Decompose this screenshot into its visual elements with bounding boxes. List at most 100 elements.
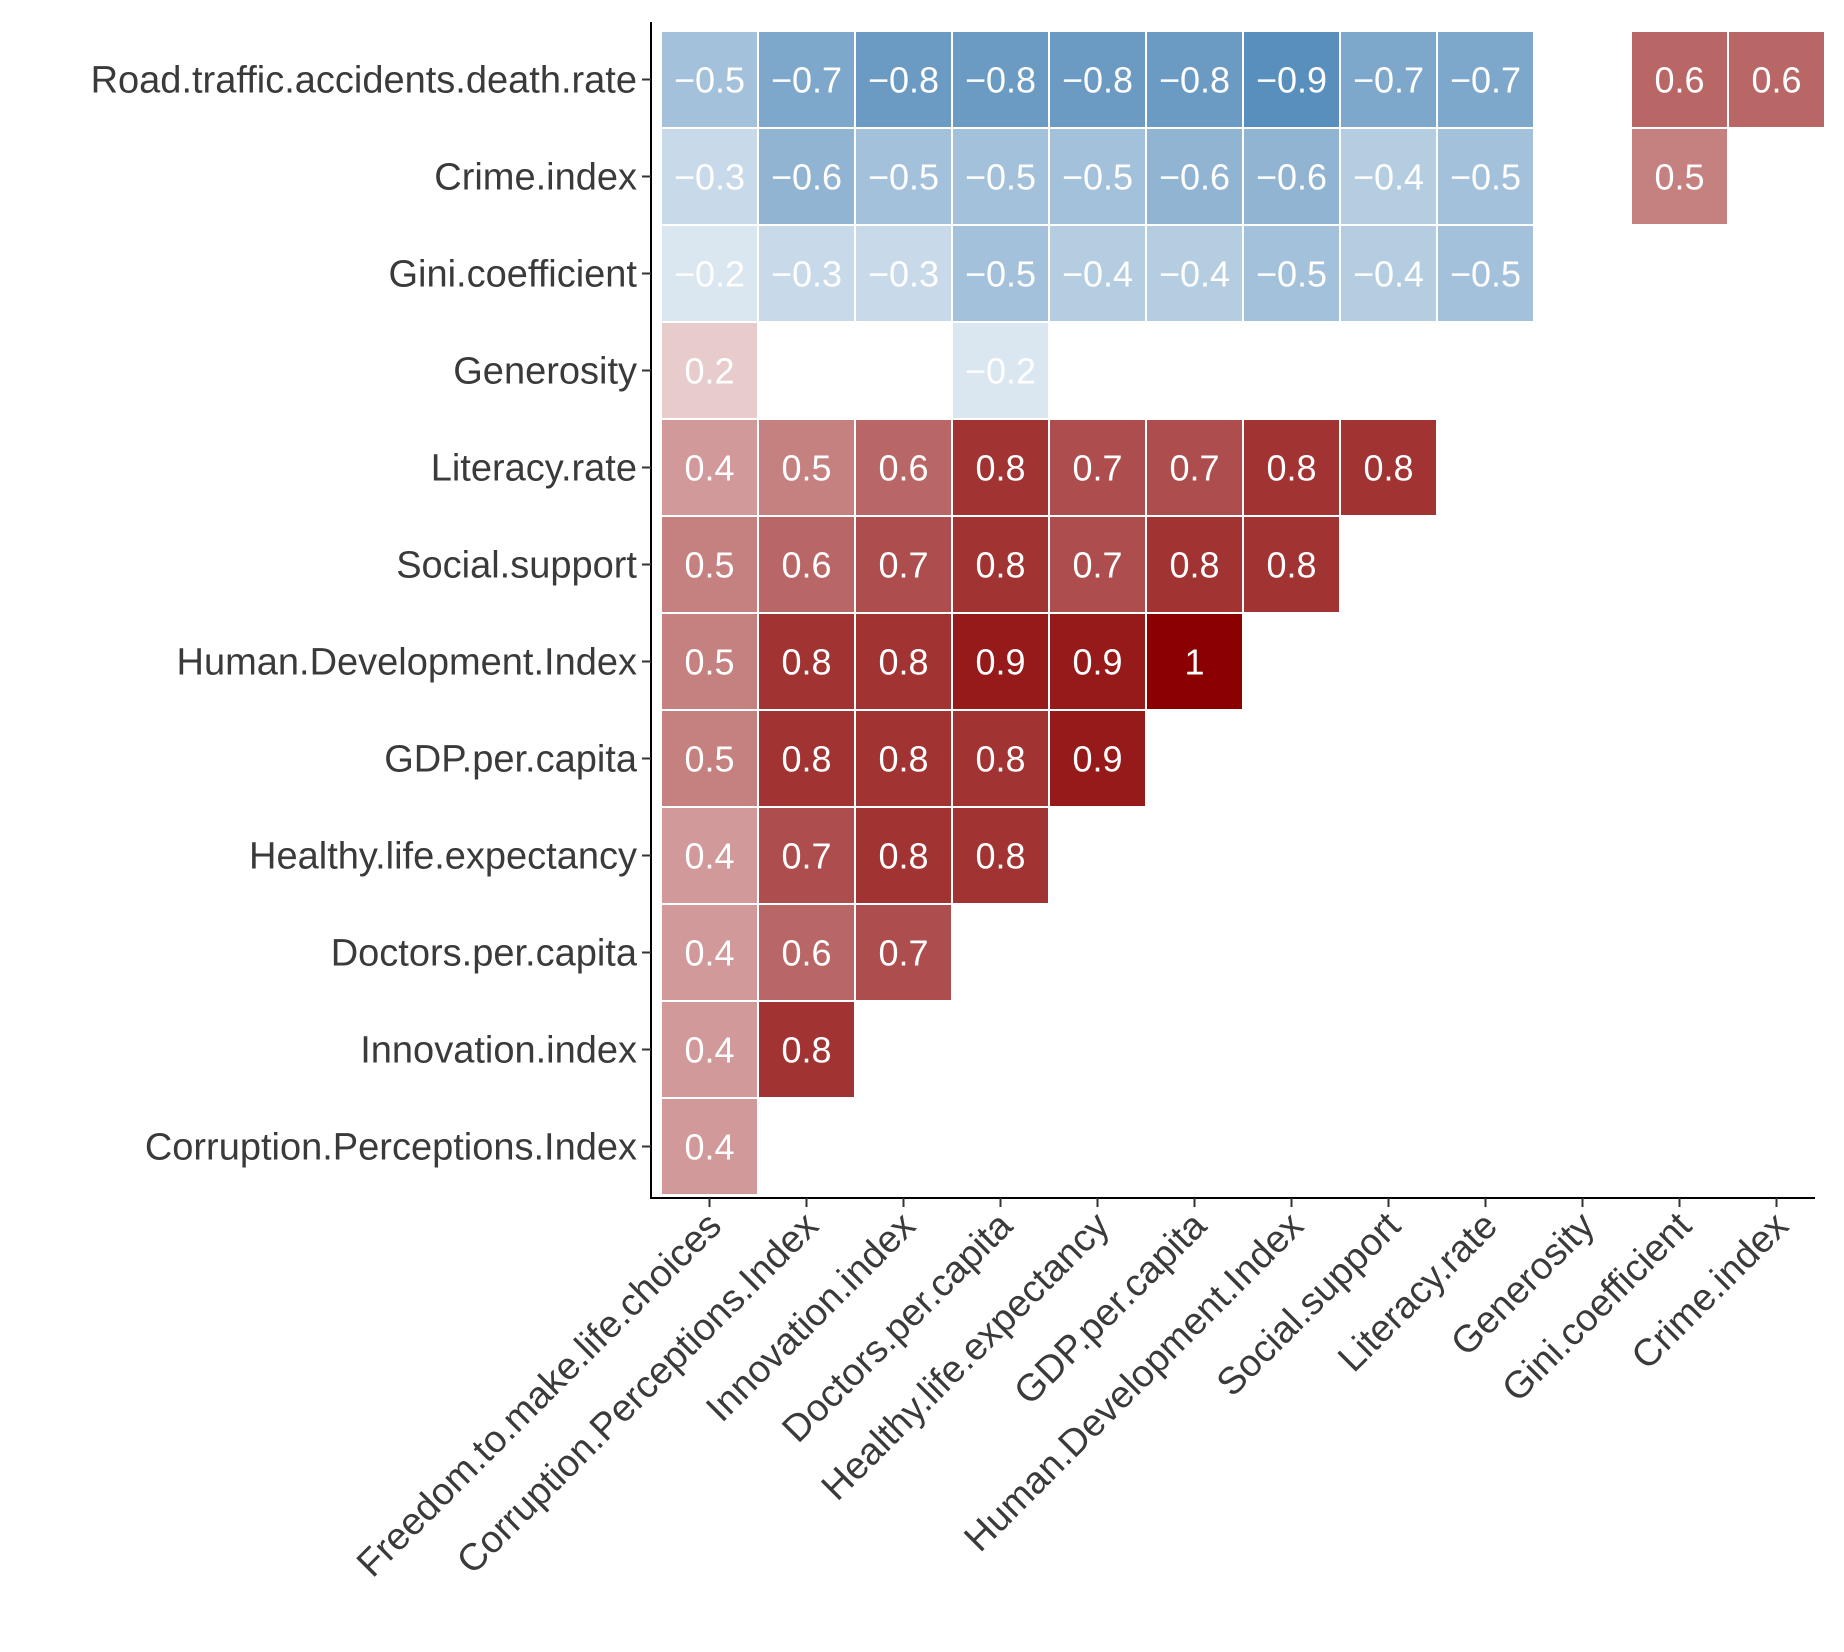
cell-value-label: 0.6 — [781, 545, 831, 586]
heatmap-cell — [757, 612, 856, 711]
heatmap-cell — [660, 806, 759, 905]
cell-value-label: 0.8 — [781, 739, 831, 780]
cell-value-label: 0.4 — [684, 933, 734, 974]
cell-value-label: 0.8 — [1266, 448, 1316, 489]
heatmap-cell — [1436, 224, 1535, 323]
cell-value-label: −0.3 — [771, 254, 842, 295]
heatmap-cell — [757, 903, 856, 1002]
heatmap-cell — [854, 806, 953, 905]
cell-value-label: −0.5 — [965, 157, 1036, 198]
cell-value-label: −0.2 — [674, 254, 745, 295]
cell-value-label: 0.2 — [684, 351, 734, 392]
heatmap-cell — [1145, 30, 1244, 129]
heatmap-cell — [660, 30, 759, 129]
heatmap-cell — [1048, 709, 1147, 808]
heatmap-cell — [660, 1000, 759, 1099]
cell-value-label: 0.8 — [781, 1030, 831, 1071]
axes-layer — [650, 22, 1815, 1199]
y-tick-label: Healthy.life.expectancy — [249, 836, 637, 878]
heatmap-cell — [660, 127, 759, 226]
cell-value-label: −0.3 — [868, 254, 939, 295]
cell-value-label: 0.6 — [781, 933, 831, 974]
cell-value-label: 0.5 — [684, 545, 734, 586]
cell-value-label: −0.6 — [1159, 157, 1230, 198]
heatmap-cell — [951, 612, 1050, 711]
heatmap-cell — [1339, 30, 1438, 129]
cell-value-label: 0.5 — [1654, 157, 1704, 198]
heatmap-cell — [1145, 515, 1244, 614]
heatmap-cell — [757, 30, 856, 129]
cell-value-label: 0.8 — [975, 448, 1025, 489]
heatmap-cell — [1339, 224, 1438, 323]
cell-value-label: 0.8 — [975, 545, 1025, 586]
heatmap-cell — [854, 612, 953, 711]
cell-value-label: −0.8 — [1159, 60, 1230, 101]
heatmap-cell — [854, 515, 953, 614]
cell-value-label: 0.5 — [781, 448, 831, 489]
y-tick-label: Road.traffic.accidents.death.rate — [91, 60, 637, 102]
heatmap-cell — [1145, 224, 1244, 323]
cells-layer — [660, 30, 1826, 1196]
cell-value-label: −0.7 — [1450, 60, 1521, 101]
cell-value-label: 0.7 — [1072, 545, 1122, 586]
cell-value-label: −0.7 — [1353, 60, 1424, 101]
heatmap-cell — [757, 515, 856, 614]
x-tick-label: Freedom.to.make.life.choices — [349, 1205, 730, 1586]
heatmap-cell — [854, 709, 953, 808]
heatmap-cell — [1630, 127, 1729, 226]
cell-value-label: −0.5 — [1062, 157, 1133, 198]
cell-value-label: 0.7 — [1072, 448, 1122, 489]
heatmap-cell — [951, 806, 1050, 905]
x-tick-label: Corruption.Perceptions.Index — [449, 1205, 827, 1583]
cell-value-label: 0.8 — [878, 642, 928, 683]
heatmap-cell — [1242, 224, 1341, 323]
cell-value-label: −0.8 — [1062, 60, 1133, 101]
y-tick-label: GDP.per.capita — [384, 739, 638, 781]
cell-value-label: 0.7 — [878, 545, 928, 586]
heatmap-cell — [660, 709, 759, 808]
cell-value-label: −0.4 — [1159, 254, 1230, 295]
y-ticks-layer: Road.traffic.accidents.death.rate Crime.i… — [91, 60, 651, 1169]
x-ticks-layer: Freedom.to.make.life.choicesCorruption.P… — [349, 1198, 1797, 1585]
y-tick-label: Crime.index — [434, 157, 637, 199]
heatmap-cell — [951, 418, 1050, 517]
cell-value-label: 0.8 — [878, 739, 928, 780]
heatmap-cell — [1242, 127, 1341, 226]
cell-value-label: 0.6 — [1654, 60, 1704, 101]
cell-value-label: 0.4 — [684, 1127, 734, 1168]
y-tick-label: Corruption.Perceptions.Index — [145, 1127, 637, 1169]
cell-value-label: 0.7 — [878, 933, 928, 974]
heatmap-cell — [757, 224, 856, 323]
cell-value-label: 0.8 — [1169, 545, 1219, 586]
cell-value-label: 0.5 — [684, 642, 734, 683]
cell-value-label: −0.3 — [674, 157, 745, 198]
cell-value-label: 0.8 — [1363, 448, 1413, 489]
cell-value-label: 0.5 — [684, 739, 734, 780]
cell-value-label: 0.8 — [878, 836, 928, 877]
cell-value-label: 0.4 — [684, 836, 734, 877]
cell-value-label: −0.6 — [1256, 157, 1327, 198]
heatmap-cell — [1727, 30, 1826, 129]
heatmap-cell — [660, 321, 759, 420]
cell-value-label: −0.8 — [868, 60, 939, 101]
cell-value-label: 0.8 — [975, 836, 1025, 877]
cell-value-label: −0.5 — [1450, 157, 1521, 198]
heatmap-cell — [757, 709, 856, 808]
cell-value-label: −0.5 — [868, 157, 939, 198]
cell-value-label: 0.6 — [1751, 60, 1801, 101]
heatmap-cell — [1242, 515, 1341, 614]
heatmap-cell — [660, 224, 759, 323]
heatmap-cell — [1048, 418, 1147, 517]
cell-value-label: −0.6 — [771, 157, 842, 198]
cell-value-label: −0.5 — [1450, 254, 1521, 295]
cell-value-label: −0.9 — [1256, 60, 1327, 101]
heatmap-cell — [1048, 515, 1147, 614]
heatmap-cell — [660, 612, 759, 711]
heatmap-cell — [1339, 127, 1438, 226]
cell-value-label: 0.9 — [1072, 642, 1122, 683]
y-tick-label: Innovation.index — [360, 1030, 637, 1072]
cell-value-label: 0.8 — [1266, 545, 1316, 586]
cell-value-label: 0.4 — [684, 448, 734, 489]
